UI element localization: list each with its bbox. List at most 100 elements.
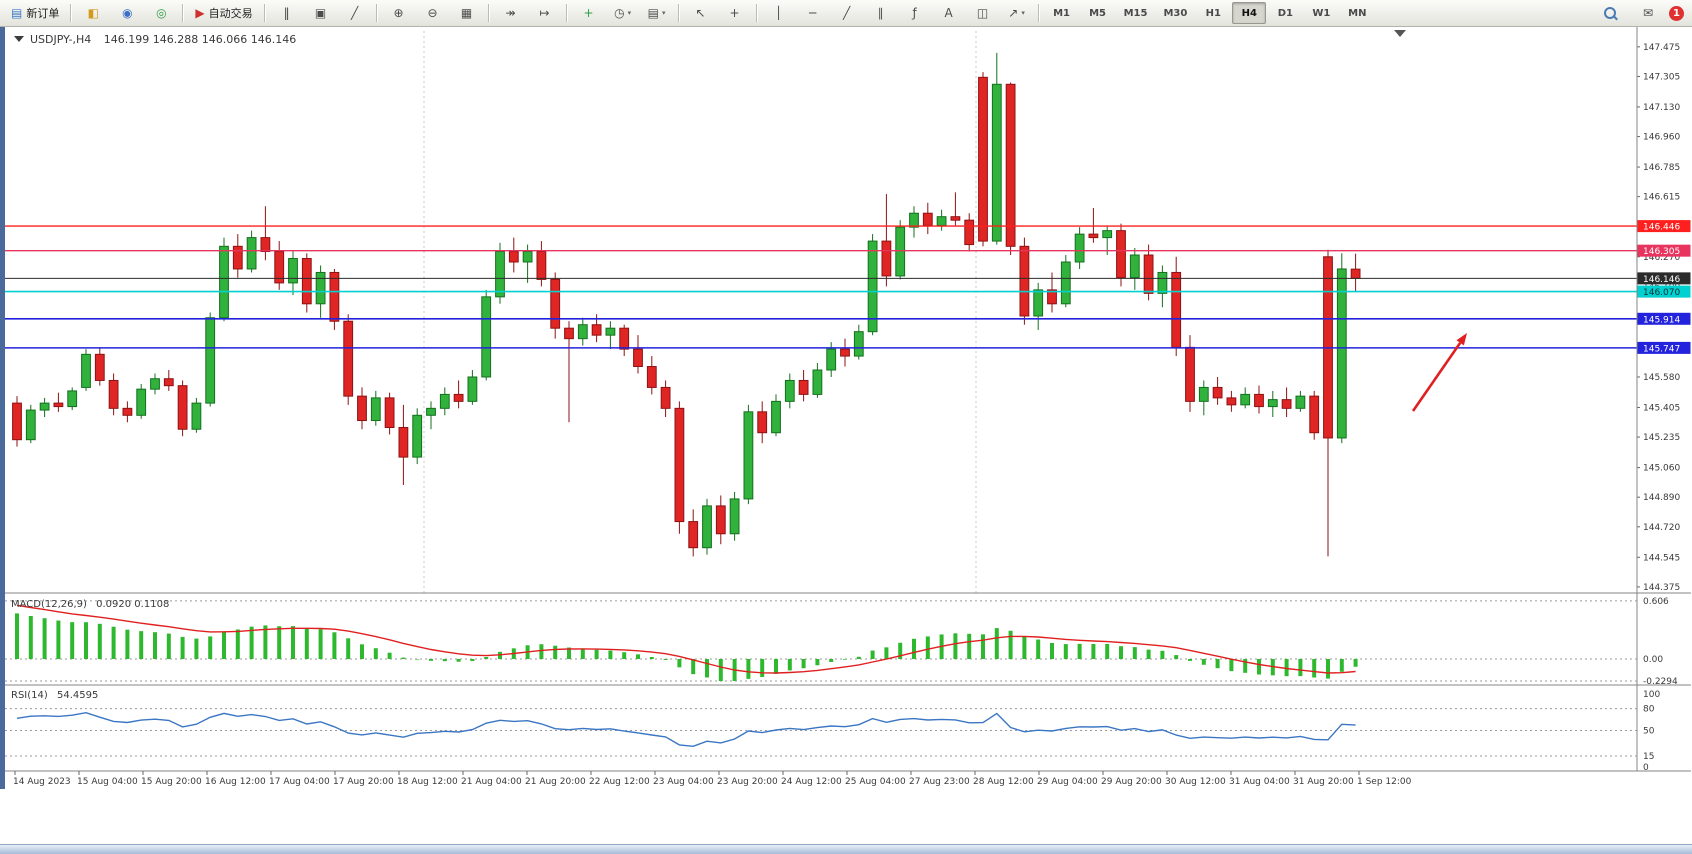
toolbar-separator — [70, 4, 73, 22]
chart-ohlc-readout: 146.199 146.288 146.066 146.146 — [104, 33, 296, 46]
indicators-button[interactable]: + — [573, 2, 605, 24]
price-axis-label: 146.960 — [1643, 133, 1680, 143]
candle-body — [1102, 230, 1113, 239]
new-order-button[interactable]: ▤ 新订单 — [5, 2, 65, 24]
line-chart-icon: ╱ — [350, 6, 359, 20]
symbol-dropdown-icon[interactable] — [14, 36, 24, 42]
messages-button[interactable]: ✉ — [1632, 2, 1664, 24]
candle-body — [1033, 289, 1044, 317]
zoom-in-button[interactable]: ⊕ — [383, 2, 415, 24]
price-tag — [1637, 312, 1691, 325]
timeframe-m30-button[interactable]: M30 — [1163, 7, 1188, 19]
candle-body — [122, 407, 133, 416]
candle-body — [619, 327, 630, 350]
candle-body — [1198, 386, 1209, 402]
time-axis-label: 14 Aug 2023 — [13, 777, 71, 787]
candle-body — [633, 348, 643, 368]
price-axis-label: 144.545 — [1643, 553, 1680, 563]
horizontal-line-icon: ─ — [808, 6, 817, 20]
candle-body — [715, 505, 726, 535]
time-axis-label: 28 Aug 12:00 — [973, 777, 1034, 787]
vertical-line-button[interactable]: │ — [763, 2, 795, 24]
candle-body — [702, 505, 712, 549]
crosshair-button[interactable]: + — [719, 2, 751, 24]
trendline-button[interactable]: ╱ — [831, 2, 863, 24]
price-chart-canvas[interactable]: 147.475 147.305 147.130 146.960 146.785 146.6… — [5, 27, 1691, 789]
search-button[interactable] — [1594, 2, 1626, 24]
candle-body — [771, 400, 781, 434]
data-window-button[interactable]: ◉ — [111, 2, 143, 24]
autotrading-button-label: 自动交易 — [208, 7, 253, 20]
timeframe-m15-button[interactable]: M15 — [1123, 7, 1148, 19]
chart-shift-button[interactable]: ↦ — [529, 2, 561, 24]
cursor-button[interactable]: ↖ — [685, 2, 717, 24]
tile-windows-button[interactable]: ▦ — [451, 2, 483, 24]
macd-indicator-values: 0.0920 0.1108 — [96, 599, 169, 610]
notification-badge[interactable]: 1 — [1669, 5, 1684, 21]
candle-body — [177, 385, 188, 430]
periods-button[interactable]: ◷ ▾ — [607, 2, 639, 24]
candle-body — [1295, 395, 1306, 409]
candle-body — [329, 271, 340, 322]
candle-body — [1226, 397, 1237, 406]
candle-body — [881, 240, 892, 277]
auto-scroll-button[interactable]: ↠ — [495, 2, 527, 24]
timeframe-d1-button[interactable]: D1 — [1277, 7, 1293, 19]
navigator-button[interactable]: ◎ — [145, 2, 177, 24]
candle-body — [39, 402, 50, 411]
horizontal-line-button[interactable]: ─ — [797, 2, 829, 24]
data-window-icon: ◉ — [122, 6, 133, 20]
price-axis-label: 147.475 — [1643, 43, 1680, 53]
arrow-annotation-shaft[interactable] — [1411, 342, 1462, 412]
candle-body — [591, 324, 602, 336]
timeframe-w1-button[interactable]: W1 — [1312, 7, 1331, 19]
equidistant-channel-button[interactable]: ∥ — [865, 2, 897, 24]
chart-header: USDJPY-,H4 146.199 146.288 146.066 146.1… — [14, 33, 296, 46]
candle-body — [743, 411, 754, 500]
candle-body — [246, 237, 257, 270]
autotrading-button[interactable]: ▶ 自动交易 — [189, 2, 258, 24]
timeframe-m5-button[interactable]: M5 — [1089, 7, 1107, 19]
text-label-button[interactable]: ◫ — [967, 2, 999, 24]
price-axis-label: 147.305 — [1643, 72, 1680, 82]
price-axis-label: 145.235 — [1643, 433, 1680, 443]
time-axis-label: 21 Aug 04:00 — [461, 777, 522, 787]
candle-body — [1171, 271, 1182, 348]
chart-symbol-label: USDJPY-,H4 — [30, 33, 91, 46]
autotrading-icon: ▶ — [195, 6, 205, 20]
arrows-button[interactable]: ↗ ▾ — [1001, 2, 1033, 24]
candlestick-chart-button[interactable]: ▣ — [305, 2, 337, 24]
equidistant-channel-icon: ∥ — [877, 6, 884, 20]
text-label-icon: ◫ — [976, 6, 989, 20]
candle-body — [219, 245, 229, 319]
rsi-scale-label: 0 — [1643, 763, 1649, 773]
candle-body — [467, 376, 478, 402]
timeframe-mn-button[interactable]: MN — [1348, 7, 1367, 19]
market-watch-button[interactable]: ◧ — [77, 2, 109, 24]
candle-body — [605, 327, 616, 336]
macd-scale-label: 0.00 — [1643, 655, 1663, 665]
fibonacci-button[interactable]: ƒ — [899, 2, 931, 24]
chart-shift-marker[interactable] — [1394, 30, 1406, 37]
toolbar-separator — [375, 4, 378, 22]
candle-body — [550, 278, 561, 329]
time-axis-label: 29 Aug 04:00 — [1037, 777, 1098, 787]
price-axis-label: 145.060 — [1643, 464, 1680, 474]
arrow-annotation-head[interactable] — [1456, 333, 1467, 346]
templates-button[interactable]: ▤ ▾ — [641, 2, 673, 24]
search-icon — [1604, 7, 1616, 19]
candle-body — [1267, 399, 1278, 408]
zoom-out-button[interactable]: ⊖ — [417, 2, 449, 24]
text-button[interactable]: A — [933, 2, 965, 24]
timeframe-m1-button[interactable]: M1 — [1053, 7, 1071, 19]
timeframe-h4-button[interactable]: H4 — [1232, 2, 1267, 24]
timeframe-h1-button[interactable]: H1 — [1205, 7, 1221, 19]
rsi-indicator-value: 54.4595 — [57, 690, 98, 701]
line-chart-button[interactable]: ╱ — [339, 2, 371, 24]
candle-body — [260, 237, 271, 253]
bar-chart-button[interactable]: ‖ — [271, 2, 303, 24]
candle-body — [757, 411, 768, 434]
candle-body — [577, 324, 588, 340]
mail-icon: ✉ — [1642, 6, 1654, 20]
candle-body — [370, 397, 381, 422]
